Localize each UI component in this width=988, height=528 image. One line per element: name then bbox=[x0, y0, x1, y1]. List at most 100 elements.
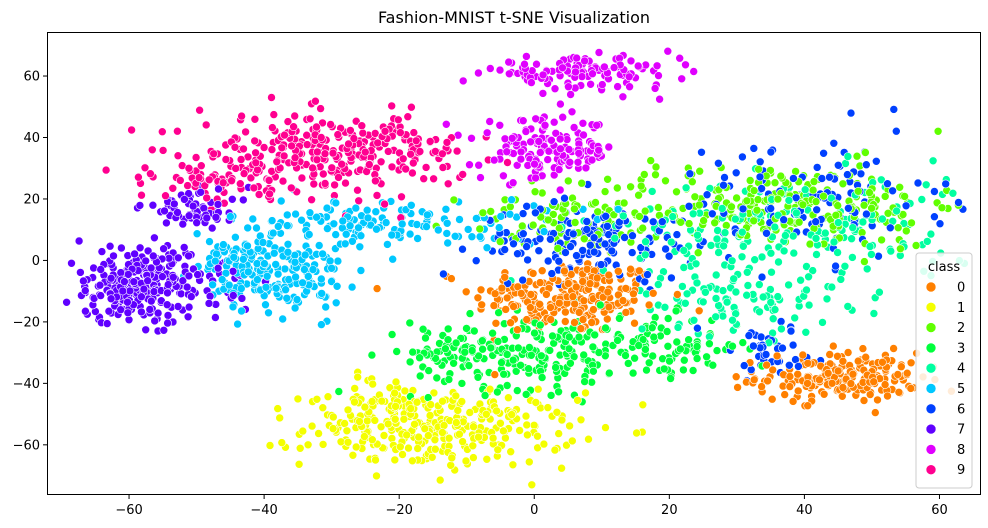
scatter-point-class-1 bbox=[533, 431, 542, 441]
scatter-point-class-5 bbox=[269, 248, 279, 258]
scatter-point-class-4 bbox=[790, 313, 800, 323]
scatter-point-class-9 bbox=[286, 183, 296, 193]
scatter-point-class-6 bbox=[749, 144, 759, 153]
scatter-point-class-6 bbox=[757, 272, 767, 282]
scatter-point-class-6 bbox=[672, 230, 682, 239]
scatter-point-class-0 bbox=[502, 293, 512, 303]
scatter-point-class-3 bbox=[524, 364, 533, 374]
scatter-point-class-9 bbox=[302, 140, 312, 149]
scatter-point-class-0 bbox=[546, 315, 556, 324]
scatter-point-class-5 bbox=[347, 282, 357, 292]
scatter-point-class-7 bbox=[205, 291, 215, 301]
scatter-point-class-2 bbox=[690, 192, 700, 202]
scatter-point-class-5 bbox=[613, 205, 623, 214]
scatter-point-class-2 bbox=[651, 162, 661, 172]
scatter-point-class-4 bbox=[886, 246, 896, 256]
scatter-point-class-1 bbox=[554, 429, 564, 438]
scatter-point-class-5 bbox=[283, 247, 293, 257]
scatter-point-class-3 bbox=[508, 355, 518, 365]
scatter-point-class-0 bbox=[893, 370, 903, 379]
scatter-point-class-4 bbox=[784, 280, 793, 290]
scatter-point-class-1 bbox=[584, 434, 593, 444]
scatter-point-class-9 bbox=[265, 189, 274, 199]
scatter-point-class-1 bbox=[376, 422, 386, 432]
scatter-point-class-2 bbox=[833, 201, 843, 210]
scatter-point-class-9 bbox=[237, 111, 246, 121]
scatter-point-class-3 bbox=[671, 306, 681, 316]
scatter-point-class-6 bbox=[582, 225, 592, 234]
scatter-point-class-3 bbox=[702, 352, 711, 362]
scatter-point-class-1 bbox=[328, 412, 338, 422]
scatter-point-class-7 bbox=[79, 276, 88, 286]
scatter-point-class-2 bbox=[505, 202, 515, 211]
scatter-point-class-6 bbox=[812, 205, 822, 215]
scatter-point-class-5 bbox=[345, 221, 355, 230]
scatter-point-class-5 bbox=[212, 249, 221, 259]
scatter-point-class-2 bbox=[634, 190, 643, 200]
scatter-point-class-6 bbox=[888, 186, 897, 196]
scatter-point-class-1 bbox=[451, 391, 461, 401]
scatter-point-class-4 bbox=[926, 229, 936, 239]
scatter-point-class-5 bbox=[443, 238, 453, 248]
scatter-point-class-3 bbox=[443, 335, 453, 345]
scatter-point-class-3 bbox=[502, 350, 512, 359]
scatter-point-class-4 bbox=[754, 280, 764, 289]
scatter-point-class-3 bbox=[644, 358, 654, 368]
scatter-point-class-7 bbox=[214, 184, 223, 194]
scatter-point-class-0 bbox=[848, 369, 858, 379]
scatter-point-class-7 bbox=[149, 251, 158, 261]
scatter-point-class-1 bbox=[438, 396, 447, 406]
scatter-point-class-2 bbox=[749, 186, 759, 195]
legend-marker-0 bbox=[925, 281, 937, 293]
scatter-point-class-6 bbox=[607, 246, 617, 256]
scatter-point-class-8 bbox=[626, 56, 636, 66]
scatter-point-class-3 bbox=[408, 347, 418, 357]
scatter-point-class-3 bbox=[628, 368, 638, 378]
scatter-point-class-5 bbox=[423, 210, 432, 220]
scatter-point-class-9 bbox=[387, 101, 397, 111]
scatter-point-class-3 bbox=[526, 350, 536, 360]
scatter-point-class-0 bbox=[865, 390, 875, 399]
scatter-point-class-8 bbox=[531, 114, 541, 124]
scatter-point-class-1 bbox=[314, 429, 323, 438]
scatter-point-class-9 bbox=[297, 173, 307, 183]
scatter-point-class-4 bbox=[718, 286, 728, 295]
scatter-point-class-6 bbox=[761, 350, 771, 359]
scatter-point-class-0 bbox=[477, 300, 487, 310]
scatter-point-class-7 bbox=[125, 286, 135, 296]
scatter-point-class-3 bbox=[465, 309, 475, 318]
scatter-point-class-9 bbox=[127, 125, 136, 135]
scatter-point-class-7 bbox=[163, 318, 172, 328]
scatter-point-class-5 bbox=[237, 284, 246, 293]
scatter-point-class-0 bbox=[461, 287, 471, 297]
scatter-point-class-6 bbox=[901, 201, 911, 211]
scatter-point-class-7 bbox=[163, 311, 173, 320]
scatter-point-class-9 bbox=[360, 147, 370, 157]
scatter-point-class-7 bbox=[146, 263, 156, 273]
scatter-point-class-3 bbox=[595, 300, 605, 310]
scatter-point-class-9 bbox=[316, 133, 326, 142]
scatter-point-class-0 bbox=[568, 292, 578, 301]
scatter-point-class-5 bbox=[273, 269, 283, 279]
scatter-point-class-4 bbox=[743, 281, 753, 290]
scatter-point-class-8 bbox=[564, 82, 573, 91]
scatter-point-class-2 bbox=[475, 224, 485, 234]
scatter-point-class-9 bbox=[134, 172, 143, 182]
scatter-point-class-4 bbox=[800, 185, 810, 194]
scatter-point-class-5 bbox=[297, 215, 306, 225]
scatter-point-class-3 bbox=[488, 328, 497, 338]
scatter-point-class-4 bbox=[804, 272, 813, 282]
scatter-point-class-5 bbox=[433, 225, 443, 235]
scatter-point-class-3 bbox=[451, 338, 461, 348]
scatter-point-class-8 bbox=[458, 76, 468, 86]
scatter-point-class-6 bbox=[831, 261, 840, 271]
scatter-point-class-3 bbox=[392, 347, 402, 356]
scatter-point-class-0 bbox=[561, 307, 570, 317]
scatter-point-class-7 bbox=[207, 223, 217, 233]
scatter-point-class-7 bbox=[163, 288, 172, 298]
scatter-point-class-5 bbox=[300, 265, 309, 274]
scatter-point-class-6 bbox=[731, 168, 741, 178]
scatter-point-class-5 bbox=[356, 266, 366, 275]
scatter-point-class-3 bbox=[535, 320, 545, 330]
scatter-point-class-1 bbox=[328, 424, 338, 433]
